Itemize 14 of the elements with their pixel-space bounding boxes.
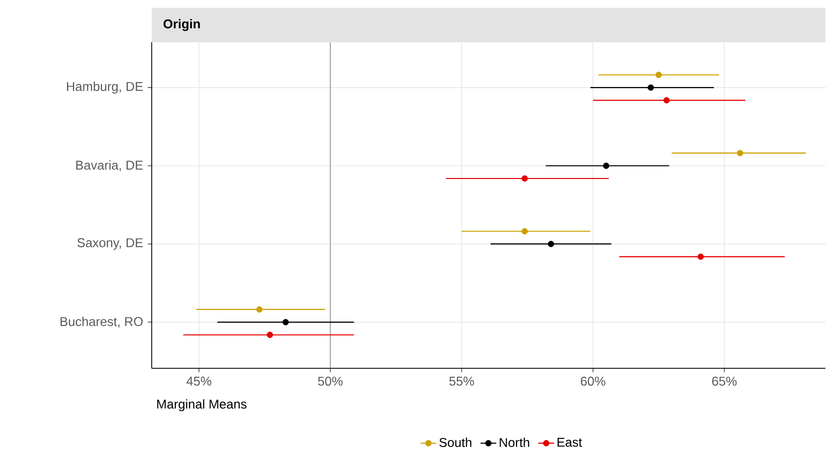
x-tick-label: 60% — [580, 376, 606, 386]
x-tick-label: 45% — [186, 376, 212, 386]
x-tick-label: 55% — [449, 376, 474, 386]
legend-label: East — [558, 438, 582, 447]
legend-label: North — [500, 437, 530, 447]
y-tick-label: Bavaria, DE — [76, 160, 143, 171]
x-axis-title: Marginal Means — [157, 399, 246, 411]
x-tick-label: 65% — [712, 376, 737, 386]
y-tick-label: Bucharest, RO — [60, 316, 143, 328]
y-tick-label: Saxony, DE — [77, 238, 143, 250]
y-tick-label: Hamburg, DE — [67, 81, 143, 94]
legend-label: South — [439, 437, 472, 447]
chart-title: Origin — [164, 18, 200, 31]
x-tick-label: 50% — [318, 376, 343, 386]
